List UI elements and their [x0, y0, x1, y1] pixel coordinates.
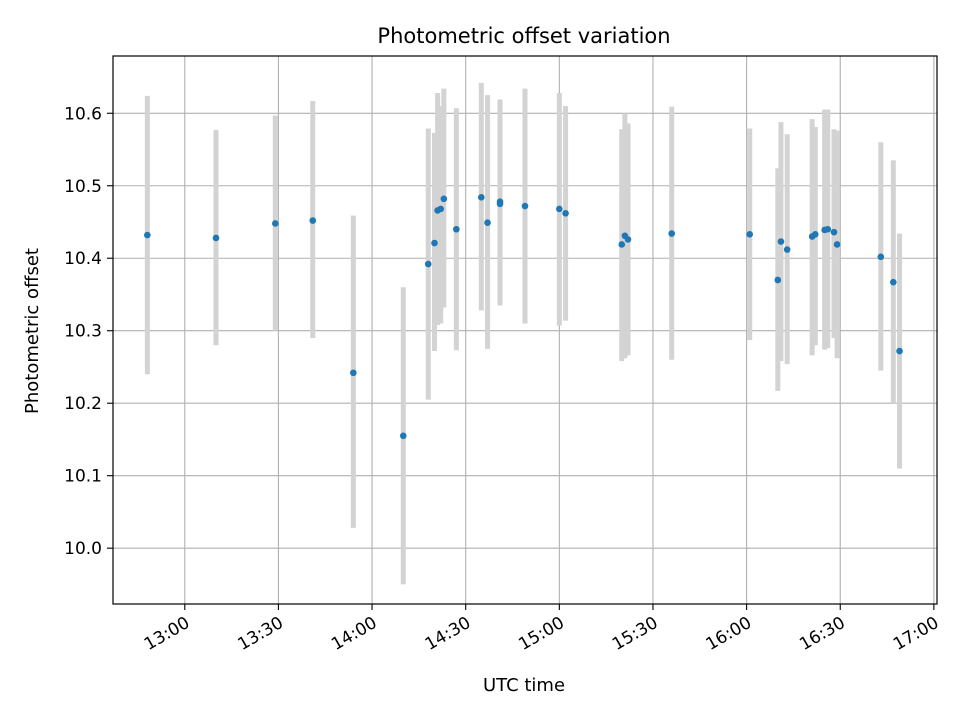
x-tick-label: 14:30	[422, 613, 474, 655]
data-point	[453, 225, 460, 233]
data-point	[309, 217, 317, 224]
data-point	[811, 231, 819, 238]
data-point	[618, 241, 626, 248]
y-tick-label: 10.2	[64, 394, 102, 414]
x-tick-label: 16:00	[703, 613, 755, 655]
data-point	[424, 260, 432, 268]
data-point	[746, 231, 754, 238]
data-point	[890, 278, 897, 286]
x-tick-label: 13:30	[234, 613, 286, 655]
y-tick-label: 10.3	[64, 322, 102, 342]
data-point	[484, 219, 491, 227]
data-point	[440, 195, 448, 203]
data-point	[896, 347, 903, 355]
data-point	[830, 228, 838, 236]
data-point	[877, 253, 885, 261]
data-point	[521, 202, 529, 210]
y-axis-label: Photometric offset	[22, 248, 43, 414]
error-bars	[144, 82, 903, 585]
x-tick-label: 15:30	[609, 613, 661, 655]
y-tick-label: 10.6	[64, 104, 102, 124]
y-tick-label: 10.0	[64, 539, 102, 559]
data-point	[783, 246, 791, 253]
data-point	[824, 225, 832, 233]
chart-title: Photometric offset variation	[377, 24, 670, 48]
data-point	[212, 234, 220, 242]
x-tick-label: 13:00	[141, 613, 193, 655]
data-point	[496, 200, 504, 208]
y-tick-label: 10.5	[64, 177, 102, 197]
x-tick-label: 15:00	[515, 613, 567, 655]
x-tick-label: 17:00	[890, 613, 942, 655]
data-point	[272, 220, 279, 227]
data-point	[478, 194, 485, 201]
data-point	[556, 205, 563, 213]
data-point	[668, 230, 675, 237]
plot-frame	[112, 55, 938, 605]
data-point	[774, 276, 782, 284]
data-point	[777, 238, 785, 245]
data-point	[437, 205, 445, 213]
data-point	[624, 236, 632, 243]
data-point	[350, 369, 357, 377]
data-point	[562, 209, 569, 217]
data-point	[431, 239, 438, 247]
x-tick-label: 16:30	[796, 613, 848, 655]
y-tick-label: 10.1	[64, 467, 102, 487]
y-tick-label: 10.4	[64, 249, 102, 269]
data-point	[833, 241, 841, 248]
x-tick-label: 14:00	[328, 613, 380, 655]
data-point	[144, 231, 151, 239]
data-point	[399, 432, 407, 440]
data-points	[144, 194, 903, 440]
x-axis-label: UTC time	[483, 675, 565, 696]
